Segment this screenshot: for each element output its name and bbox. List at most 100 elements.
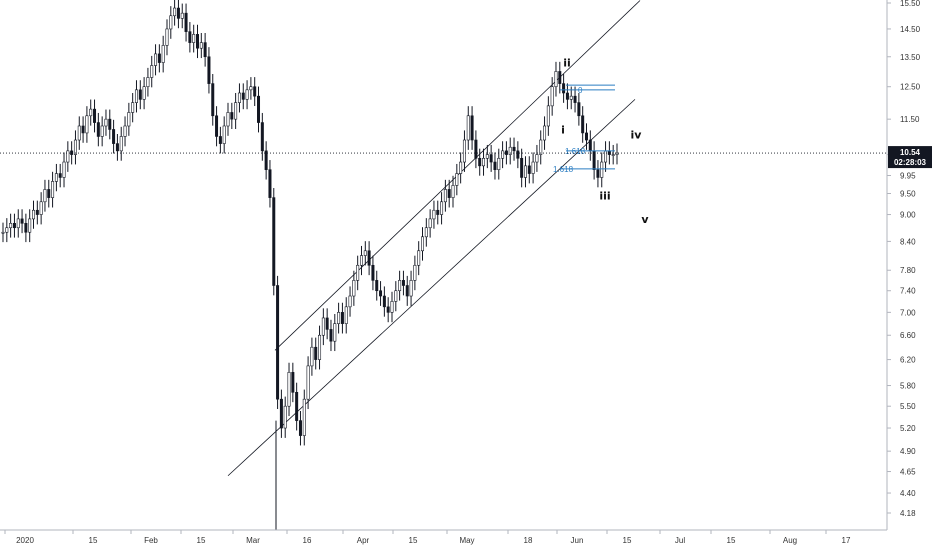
candle-body <box>325 317 329 330</box>
candle-body <box>272 197 276 286</box>
x-tick-label: 16 <box>303 536 312 545</box>
candle-body <box>241 92 245 100</box>
candle-body <box>195 34 199 49</box>
candle-body <box>455 173 459 186</box>
candle-body <box>77 125 81 141</box>
candle-body <box>409 280 413 297</box>
y-tick-label: 7.40 <box>900 287 916 296</box>
candle-body <box>447 189 451 198</box>
candle-body <box>176 7 180 19</box>
candle-body <box>371 264 375 281</box>
x-tick-label: 15 <box>623 536 632 545</box>
candle-body <box>363 250 367 256</box>
y-tick-label: 4.90 <box>900 447 916 456</box>
y-tick-label: 6.20 <box>900 356 916 365</box>
candle-body <box>592 150 596 170</box>
candle-body <box>150 65 154 78</box>
candle-body <box>306 365 310 400</box>
x-tick-label: Jul <box>675 536 685 545</box>
candle-body <box>386 306 390 313</box>
candles <box>1 0 619 530</box>
candle-body <box>382 295 386 308</box>
candle-body <box>47 189 51 198</box>
candle-body <box>600 161 604 178</box>
candle-body <box>302 398 306 436</box>
candle-body <box>501 150 505 159</box>
x-tick-label: Mar <box>246 536 260 545</box>
candle-body <box>154 53 158 66</box>
candle-body <box>165 28 169 46</box>
candle-body <box>260 122 264 152</box>
candle-body <box>16 218 20 229</box>
candle-body <box>569 95 573 100</box>
candle-body <box>268 169 272 198</box>
candle-body <box>466 115 470 141</box>
candle-body <box>279 398 283 429</box>
candle-body <box>96 122 100 137</box>
y-tick-label: 8.40 <box>900 237 916 246</box>
candle-body <box>5 227 9 233</box>
candle-body <box>169 15 173 30</box>
candle-body <box>348 295 352 308</box>
candle-body <box>237 92 241 103</box>
current-price-value: 10.54 <box>900 148 921 157</box>
candle-body <box>131 102 135 113</box>
y-tick-label: 12.50 <box>900 83 921 92</box>
candle-body <box>329 329 333 342</box>
candle-body <box>203 42 207 58</box>
candle-body <box>100 125 104 137</box>
candle-body <box>127 112 131 127</box>
candle-body <box>249 86 253 91</box>
y-tick-label: 4.40 <box>900 489 916 498</box>
candle-body <box>584 132 588 141</box>
candle-body <box>157 53 161 63</box>
candle-body <box>340 312 344 324</box>
y-tick-label: 15.50 <box>900 0 921 8</box>
candle-body <box>173 7 177 17</box>
wave-label: iv <box>631 129 643 142</box>
candle-body <box>180 12 184 19</box>
candle-body <box>546 105 550 127</box>
candle-body <box>470 115 474 141</box>
candle-body <box>108 118 112 130</box>
candle-body <box>264 150 268 170</box>
candle-body <box>367 250 371 266</box>
candle-body <box>394 290 398 302</box>
candle-body <box>379 290 383 297</box>
wave-label: iii <box>599 190 610 203</box>
candle-body <box>161 45 165 63</box>
candle-body <box>138 89 142 100</box>
candle-body <box>562 83 566 94</box>
candle-body <box>119 136 123 152</box>
candle-body <box>543 125 547 141</box>
candle-body <box>81 125 85 134</box>
candle-body <box>20 218 24 224</box>
candle-body <box>230 112 234 120</box>
candle-body <box>478 157 482 167</box>
candle-body <box>604 150 608 163</box>
candle-body <box>188 31 192 43</box>
candle-body <box>459 161 463 174</box>
candle-body <box>112 129 116 144</box>
candle-body <box>554 71 558 88</box>
x-tick-label: Apr <box>357 536 370 545</box>
candle-body <box>375 280 379 292</box>
x-tick-label: 15 <box>197 536 206 545</box>
candle-body <box>401 280 405 286</box>
candle-body <box>283 405 287 429</box>
candle-body <box>523 165 527 178</box>
candle-body <box>291 372 295 393</box>
candle-body <box>489 154 493 163</box>
candle-body <box>321 317 325 336</box>
candle-body <box>424 227 428 238</box>
candle-body <box>588 139 592 152</box>
candle-body <box>451 185 455 198</box>
fib-level-label: 1.618 <box>565 147 586 156</box>
candle-body <box>28 218 32 233</box>
candle-body <box>565 92 569 100</box>
y-tick-label: 5.20 <box>900 424 916 433</box>
candle-body <box>421 236 425 252</box>
y-tick-label: 9.50 <box>900 190 916 199</box>
